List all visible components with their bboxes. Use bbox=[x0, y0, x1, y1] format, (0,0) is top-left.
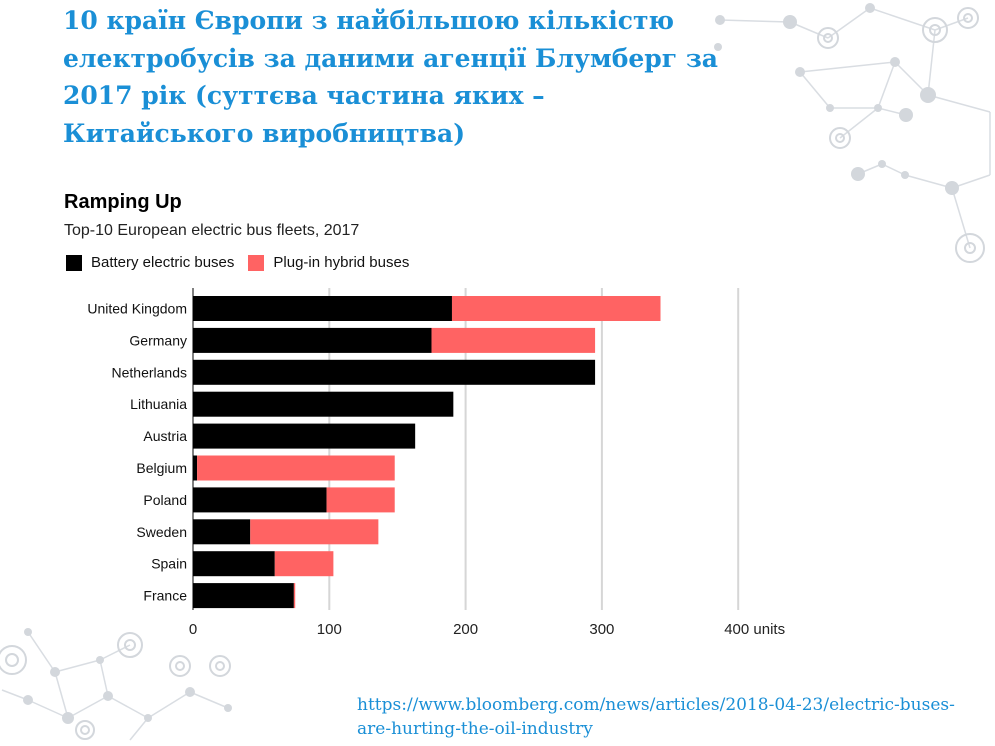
category-label: Belgium bbox=[136, 460, 187, 476]
category-label: Netherlands bbox=[112, 364, 188, 380]
slide-title: 10 країн Європи з найбільшою кількістю е… bbox=[63, 6, 718, 148]
battery-bar-belgium bbox=[193, 455, 198, 481]
battery-bar-united-kingdom bbox=[193, 296, 452, 321]
legend-swatch-battery bbox=[66, 254, 82, 271]
battery-bar-spain bbox=[193, 551, 275, 577]
category-label: United Kingdom bbox=[87, 301, 187, 317]
network-decoration-top bbox=[714, 3, 991, 263]
x-tick-label: 400 units bbox=[724, 621, 785, 638]
x-tick-label: 200 bbox=[453, 621, 478, 638]
chart-title: Ramping Up bbox=[64, 191, 182, 213]
battery-bar-netherlands bbox=[193, 359, 596, 385]
legend-item-hybrid: Plug-in hybrid buses bbox=[248, 254, 409, 271]
network-decoration-bottom bbox=[0, 628, 232, 741]
x-tick-label: 0 bbox=[189, 621, 197, 638]
x-tick-label: 100 bbox=[317, 621, 342, 638]
battery-bar-lithuania bbox=[193, 391, 454, 417]
hybrid-bar-france bbox=[293, 583, 296, 609]
hybrid-bar-united-kingdom bbox=[451, 296, 661, 321]
hybrid-bar-poland bbox=[326, 487, 395, 513]
source-link[interactable]: https://www.bloomberg.com/news/articles/… bbox=[357, 695, 955, 739]
hybrid-bar-sweden bbox=[250, 519, 379, 545]
category-label: Austria bbox=[143, 428, 187, 444]
hybrid-bar-spain bbox=[274, 551, 334, 577]
bar-chart: 0 100 200 300 400 units United Kingdom Germany… bbox=[87, 288, 785, 638]
legend-label-hybrid: Plug-in hybrid buses bbox=[273, 254, 410, 271]
legend-swatch-hybrid bbox=[248, 254, 265, 271]
category-label: Germany bbox=[129, 332, 187, 348]
category-label: Sweden bbox=[136, 524, 187, 540]
hybrid-bar-germany bbox=[431, 327, 596, 353]
legend-label-battery: Battery electric buses bbox=[91, 254, 235, 271]
chart-subtitle: Top-10 European electric bus fleets, 201… bbox=[64, 222, 360, 239]
battery-bar-sweden bbox=[193, 519, 251, 545]
battery-bar-germany bbox=[193, 327, 432, 353]
hybrid-bar-belgium bbox=[197, 455, 395, 481]
x-tick-label: 300 bbox=[589, 621, 614, 638]
chart-legend: Battery electric buses Plug-in hybrid bu… bbox=[66, 254, 423, 271]
battery-bar-france bbox=[193, 583, 294, 609]
category-label: Spain bbox=[151, 556, 187, 572]
category-label: Poland bbox=[143, 492, 187, 508]
category-label: France bbox=[143, 588, 187, 604]
battery-bar-austria bbox=[193, 423, 416, 449]
category-label: Lithuania bbox=[130, 396, 187, 412]
legend-item-battery: Battery electric buses bbox=[66, 254, 234, 271]
battery-bar-poland bbox=[193, 487, 327, 513]
